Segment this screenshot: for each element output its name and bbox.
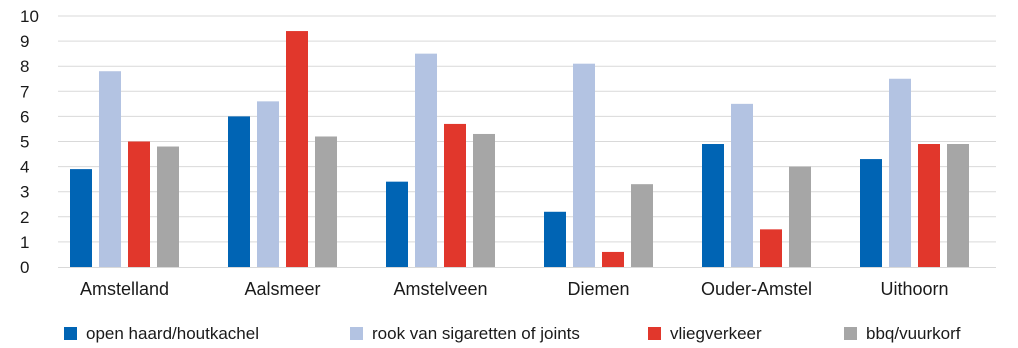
legend: open haard/houtkachel rook van sigaretten… xyxy=(64,324,961,343)
y-tick-label: 0 xyxy=(20,258,29,277)
y-tick-label: 4 xyxy=(20,158,29,177)
bar xyxy=(602,251,624,267)
y-tick-label: 1 xyxy=(20,233,29,252)
gridlines xyxy=(58,15,996,243)
bar xyxy=(473,133,495,267)
y-tick-label: 2 xyxy=(20,208,29,227)
legend-label: bbq/vuurkorf xyxy=(866,324,961,343)
bar xyxy=(544,211,566,267)
bar xyxy=(286,31,308,268)
bar xyxy=(70,169,92,267)
y-tick-label: 9 xyxy=(20,32,29,51)
x-category-label: Diemen xyxy=(567,279,629,299)
legend-swatch xyxy=(64,327,77,340)
y-tick-label: 7 xyxy=(20,82,29,101)
x-category-label: Amstelland xyxy=(80,279,169,299)
bar xyxy=(731,103,753,267)
bars xyxy=(70,31,969,268)
bar xyxy=(947,144,969,267)
legend-label: open haard/houtkachel xyxy=(86,324,259,343)
bar xyxy=(760,229,782,267)
bar xyxy=(860,159,882,267)
y-axis: 0 1 2 3 4 5 6 7 8 9 10 xyxy=(20,7,39,277)
x-category-label: Amstelveen xyxy=(393,279,487,299)
x-category-label: Aalsmeer xyxy=(244,279,320,299)
y-tick-label: 10 xyxy=(20,7,39,26)
y-tick-label: 3 xyxy=(20,183,29,202)
legend-label: rook van sigaretten of joints xyxy=(372,324,580,343)
x-axis: Amstelland Aalsmeer Amstelveen Diemen Ouder-… xyxy=(58,267,996,299)
legend-swatch xyxy=(844,327,857,340)
legend-swatch xyxy=(648,327,661,340)
legend-swatch xyxy=(350,327,363,340)
bar xyxy=(631,184,653,267)
bar xyxy=(918,144,940,267)
bar xyxy=(157,146,179,267)
y-tick-label: 5 xyxy=(20,133,29,152)
bar xyxy=(702,144,724,267)
bar xyxy=(128,141,150,267)
x-category-label: Uithoorn xyxy=(880,279,948,299)
y-tick-label: 8 xyxy=(20,57,29,76)
bar xyxy=(889,78,911,267)
y-tick-label: 6 xyxy=(20,107,29,126)
bar xyxy=(415,53,437,268)
x-category-label: Ouder-Amstel xyxy=(701,279,812,299)
bar xyxy=(99,71,121,267)
bar xyxy=(257,101,279,267)
bar xyxy=(789,166,811,267)
bar xyxy=(386,181,408,267)
bar xyxy=(315,136,337,267)
bar xyxy=(444,123,466,268)
bar xyxy=(573,63,595,267)
bar xyxy=(228,116,250,268)
legend-label: vliegverkeer xyxy=(670,324,762,343)
